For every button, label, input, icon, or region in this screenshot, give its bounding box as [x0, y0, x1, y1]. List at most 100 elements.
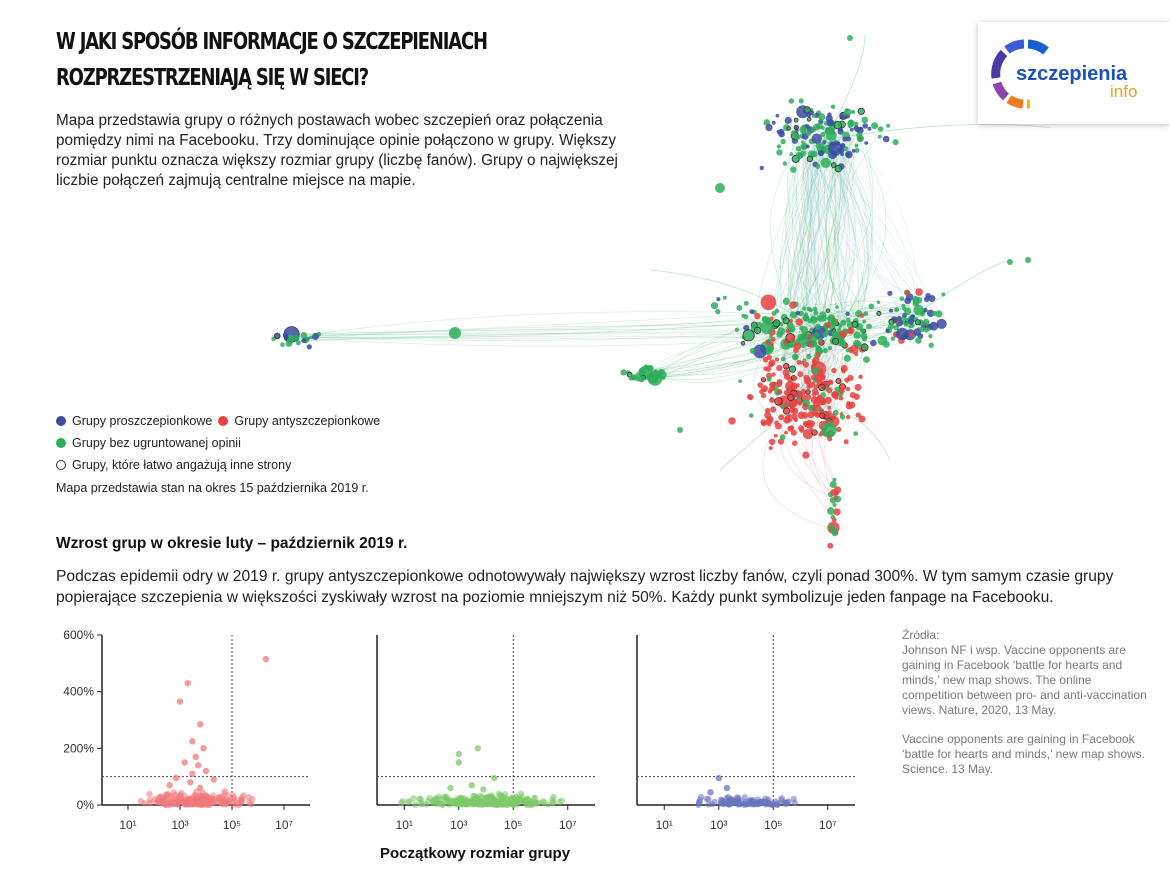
source-ref-2: Vaccine opponents are gaining in Faceboo… [902, 732, 1146, 776]
data-point [474, 745, 481, 752]
chart-panel-neutral: 10¹ 10³ 10⁵ 10⁷ [376, 635, 595, 832]
data-point [455, 750, 462, 758]
data-point [773, 801, 781, 809]
data-point [711, 798, 718, 806]
data-point [187, 779, 194, 786]
data-point [199, 793, 206, 801]
data-point [197, 784, 204, 792]
data-point [195, 762, 202, 769]
legend: Grupy proszczepionkowe Grupy antyszczepi… [56, 410, 380, 476]
x-tick-label: 10¹ [656, 818, 673, 832]
data-point [159, 797, 166, 804]
legend-row-2: Grupy bez ugruntowanej opinii [56, 432, 380, 454]
network-map [271, 34, 1050, 549]
section-title: Wzrost grup w okresie luty – październik… [56, 535, 408, 552]
data-point [189, 738, 196, 745]
data-point [696, 799, 703, 807]
x-tick-label: 10⁷ [559, 818, 577, 832]
data-point [170, 789, 177, 796]
data-point [490, 800, 497, 807]
engaging-ring-icon [56, 460, 66, 470]
data-point [221, 787, 229, 795]
x-tick-label: 10¹ [396, 818, 413, 832]
scatter-points [695, 774, 798, 809]
data-point [238, 794, 245, 801]
data-point [549, 796, 556, 803]
chart-panel-pro: 10¹ 10³ 10⁵ 10⁷ [636, 635, 855, 832]
data-point [778, 795, 785, 802]
network-edges [285, 34, 1050, 531]
data-point [216, 796, 223, 803]
data-point [491, 774, 498, 782]
x-tick-label: 10¹ [119, 818, 136, 832]
data-point [230, 794, 237, 801]
data-point [181, 801, 189, 808]
data-point [202, 767, 210, 775]
logo-word-1: szczepienia [1016, 63, 1128, 85]
title-line-1: W JAKI SPOSÓB INFORMACJE O SZCZEPIENIACH [56, 29, 488, 55]
logo: szczepienia info [978, 22, 1170, 124]
x-tick-label: 10³ [450, 818, 467, 832]
data-point [417, 796, 424, 803]
data-point [262, 655, 269, 663]
data-point [707, 789, 714, 796]
title-line-2: ROZPRZESTRZENIAJĄ SIĘ W SIECI? [56, 65, 369, 91]
data-point [558, 797, 566, 804]
data-point [197, 721, 204, 728]
data-point [705, 801, 712, 808]
data-point [165, 801, 173, 808]
x-tick-label: 10⁵ [223, 818, 241, 832]
data-point [790, 795, 797, 803]
data-point [412, 801, 419, 808]
data-point [484, 800, 491, 808]
neutral-dot-icon [56, 438, 66, 448]
data-point [191, 791, 199, 799]
intro-text: Mapa przedstawia grupy o różnych postawa… [56, 112, 618, 189]
scatter-points [398, 745, 566, 809]
data-point [208, 799, 215, 807]
x-tick-label: 10⁷ [819, 818, 837, 832]
data-point [544, 801, 552, 808]
legend-neutral: Grupy bez ugruntowanej opinii [72, 436, 241, 450]
map-date-note: Mapa przedstawia stan na okres 15 paździ… [56, 481, 369, 495]
data-point [533, 800, 541, 807]
data-point [460, 795, 467, 802]
data-point [178, 789, 185, 797]
data-point [697, 793, 705, 801]
data-point [703, 795, 710, 802]
x-tick-label: 10³ [171, 818, 188, 832]
x-tick-label: 10⁵ [764, 818, 782, 832]
data-point [469, 798, 477, 806]
scatter-points [137, 655, 269, 809]
x-tick-label: 10⁵ [504, 818, 522, 832]
legend-anti: Grupy antyszczepionkowe [234, 414, 381, 428]
network-nodes [271, 35, 1031, 549]
page-title: W JAKI SPOSÓB INFORMACJE O SZCZEPIENIACH… [56, 24, 488, 96]
legend-pro: Grupy proszczepionkowe [72, 414, 213, 428]
data-point [452, 798, 459, 805]
y-tick-label: 0% [77, 798, 95, 812]
data-point [172, 774, 180, 782]
data-point [248, 801, 255, 808]
source-ref-1: Johnson NF i wsp. Vaccine opponents are … [902, 643, 1147, 717]
data-point [455, 759, 462, 766]
data-point [162, 791, 170, 798]
data-point [424, 797, 431, 805]
data-point [442, 794, 449, 801]
data-point [762, 795, 769, 802]
logo-graphic: szczepienia info [991, 39, 1137, 109]
y-tick-label: 200% [63, 741, 94, 755]
growth-paragraph: Podczas epidemii odry w 2019 r. grupy an… [56, 568, 1114, 606]
data-point [480, 786, 487, 793]
data-point [193, 797, 200, 804]
data-point [146, 790, 153, 798]
data-point [399, 797, 406, 805]
data-point [731, 798, 739, 805]
data-point [484, 794, 492, 801]
data-point [184, 680, 191, 687]
logo-word-2: info [1110, 82, 1137, 101]
legend-row-3: Grupy, które łatwo angażują inne strony [56, 454, 380, 476]
data-point [531, 794, 538, 802]
data-point [166, 782, 173, 789]
